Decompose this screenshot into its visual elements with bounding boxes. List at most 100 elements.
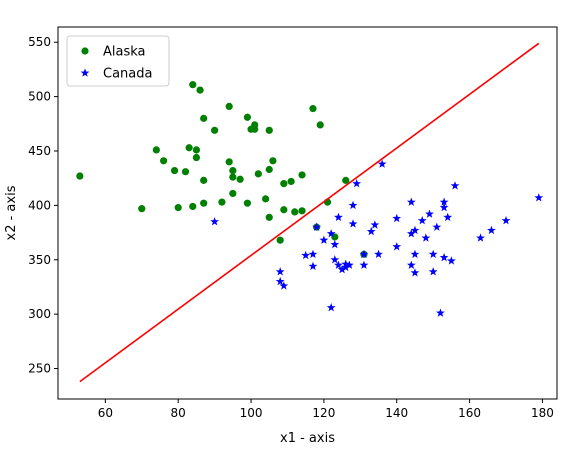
x-tick-label: 60 (98, 406, 113, 420)
canada-point (501, 216, 511, 225)
canada-point (450, 181, 460, 190)
canada-point (439, 253, 449, 262)
alaska-point (342, 176, 350, 184)
alaska-point (160, 157, 168, 165)
y-tick-label: 400 (28, 198, 51, 212)
canada-point (210, 217, 219, 226)
canada-point (370, 220, 380, 229)
alaska-point (170, 166, 179, 175)
canada-point (410, 249, 420, 259)
alaska-point (251, 125, 259, 133)
alaska-point (298, 171, 306, 179)
alaska-point (225, 102, 233, 111)
alaska-point (189, 81, 197, 89)
alaska-point (174, 203, 182, 212)
x-tick-label: 180 (531, 406, 554, 420)
x-tick-label: 100 (240, 406, 263, 420)
y-tick-label: 550 (28, 35, 51, 49)
alaska-point (280, 206, 288, 214)
canada-point (443, 212, 453, 222)
plot-area (76, 42, 544, 383)
alaska-point (76, 172, 84, 180)
canada-point (348, 200, 358, 210)
canada-point (326, 229, 336, 238)
alaska-point (298, 207, 306, 215)
canada-point (301, 250, 311, 260)
canada-point (534, 193, 544, 202)
alaska-point (243, 199, 252, 207)
alaska-point (185, 144, 193, 152)
legend: Alaska Canada (66, 35, 170, 87)
alaska-point (262, 195, 270, 203)
alaska-point (211, 126, 219, 134)
canada-point (308, 249, 318, 259)
canada-point (425, 209, 434, 218)
alaska-point (229, 189, 237, 198)
alaska-point (229, 173, 237, 181)
x-tick-label: 80 (171, 406, 186, 420)
alaska-point (196, 86, 204, 94)
canada-point (432, 222, 442, 231)
canada-point (410, 225, 420, 235)
alaska-point (287, 177, 295, 186)
canada-point (275, 267, 285, 276)
canada-point (334, 212, 343, 222)
canada-point (319, 235, 329, 244)
y-tick-label: 450 (28, 144, 51, 158)
canada-point (406, 197, 416, 206)
legend-marker-alaska (81, 47, 89, 55)
canada-point (352, 179, 362, 188)
canada-point (348, 219, 358, 228)
legend-label-canada: Canada (103, 67, 152, 82)
alaska-point (192, 146, 201, 154)
canada-point (374, 249, 383, 259)
alaska-point (280, 180, 288, 188)
legend-marker-canada (80, 68, 90, 77)
canada-point (366, 226, 376, 236)
canada-point (392, 242, 402, 251)
alaska-point (229, 166, 237, 175)
canada-point (359, 249, 369, 259)
canada-point (341, 262, 351, 272)
alaska-point (200, 199, 208, 207)
x-tick-label: 120 (312, 406, 335, 420)
canada-point (406, 260, 416, 269)
alaska-point (309, 104, 317, 113)
canada-point (337, 264, 347, 274)
canada-point (308, 261, 318, 271)
alaska-point (254, 170, 262, 178)
canada-point (417, 216, 427, 225)
alaska-point (152, 146, 160, 154)
x-axis-label: x1 - axis (280, 431, 335, 446)
alaska-point (218, 198, 226, 206)
canada-point (330, 255, 340, 264)
alaska-point (291, 208, 299, 216)
canada-point (326, 303, 336, 312)
canada-point (279, 281, 289, 290)
legend-box (66, 35, 170, 87)
y-tick-label: 350 (28, 253, 51, 267)
axis-ticks: 60 80 100 120 140 160 180 250 300 350 400 450 500 550 (28, 35, 554, 420)
series-canada (210, 159, 544, 317)
canada-point (406, 229, 416, 238)
canada-point (439, 202, 449, 212)
canada-point (439, 197, 449, 206)
canada-point (476, 233, 485, 242)
y-axis-label: x2 - axis (4, 185, 19, 240)
alaska-point (138, 205, 146, 213)
alaska-point (200, 176, 208, 184)
canada-point (428, 267, 438, 276)
x-tick-label: 140 (385, 406, 408, 420)
alaska-point (265, 126, 273, 134)
canada-point (377, 159, 387, 168)
alaska-point (265, 213, 273, 221)
canada-point (428, 249, 438, 259)
canada-point (487, 225, 496, 235)
y-tick-label: 250 (28, 362, 51, 376)
alaska-point (200, 114, 208, 122)
series-alaska (76, 81, 368, 258)
alaska-point (192, 153, 201, 162)
alaska-point (189, 202, 197, 211)
canada-point (330, 239, 340, 249)
